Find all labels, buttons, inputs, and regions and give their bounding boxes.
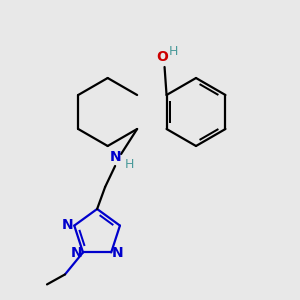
- Text: N: N: [71, 246, 83, 260]
- Text: H: H: [124, 158, 134, 172]
- Text: N: N: [111, 246, 123, 260]
- Text: N: N: [61, 218, 73, 232]
- Text: O: O: [157, 50, 169, 64]
- Text: N: N: [109, 150, 121, 164]
- Text: H: H: [169, 45, 178, 58]
